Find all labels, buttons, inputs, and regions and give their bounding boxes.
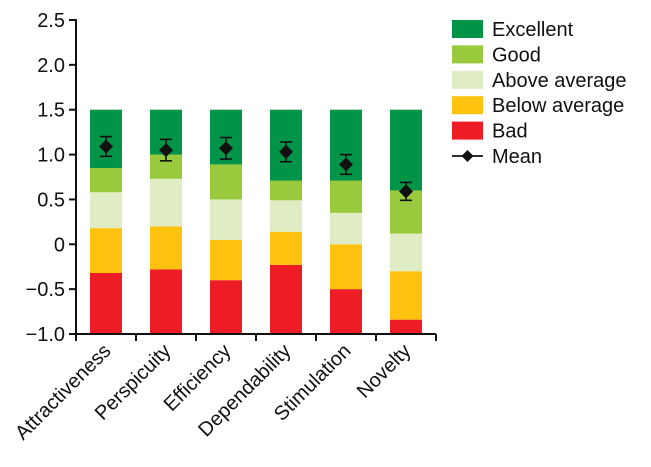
y-tick-label: 1.0 [37, 145, 65, 167]
bar-excellent-novelty [390, 109, 422, 191]
bars-layer [90, 109, 422, 334]
legend-item-mean: Mean [452, 146, 542, 168]
x-category-label: Attractiveness [11, 340, 115, 444]
y-tick-label: 1.5 [37, 100, 65, 122]
bar-below-average-dependability [270, 231, 302, 265]
bar-bad-efficiency [210, 280, 242, 334]
bar-bad-attractiveness [90, 272, 122, 334]
legend-label: Good [492, 44, 541, 66]
x-category-label: Novelty [353, 340, 416, 403]
bar-below-average-perspicuity [150, 226, 182, 270]
legend-item-good: Good [452, 44, 541, 66]
bar-above-average-efficiency [210, 199, 242, 240]
bar-good-attractiveness [90, 168, 122, 193]
legend-label: Excellent [492, 19, 574, 41]
y-tick-label: 0 [54, 234, 65, 256]
bar-below-average-stimulation [330, 244, 362, 290]
mean-markers [99, 135, 413, 202]
legend-swatch [452, 121, 483, 140]
y-tick-label: 2.5 [37, 10, 65, 32]
bar-good-dependability [270, 180, 302, 201]
x-ticks: AttractivenessPerspicuityEfficiencyDepen… [11, 334, 437, 444]
legend-label: Mean [492, 146, 542, 168]
legend-item-below-average: Below average [452, 95, 624, 117]
legend-label: Above average [492, 70, 627, 92]
legend-item-excellent: Excellent [452, 19, 574, 41]
y-tick-label: −0.5 [26, 279, 65, 301]
legend-swatch [452, 20, 483, 38]
mean-marker-attractiveness [99, 135, 113, 158]
legend-swatch [452, 70, 483, 89]
legend-swatch [452, 96, 483, 115]
mean-marker-novelty [399, 181, 413, 202]
bar-below-average-attractiveness [90, 228, 122, 273]
mean-marker-perspicuity [159, 138, 173, 162]
bar-above-average-perspicuity [150, 178, 182, 227]
bar-below-average-efficiency [210, 239, 242, 281]
mean-marker-efficiency [219, 136, 233, 160]
bar-above-average-stimulation [330, 212, 362, 245]
legend-label: Bad [492, 121, 528, 143]
bar-bad-novelty [390, 319, 422, 334]
mean-marker-stimulation [339, 153, 353, 176]
y-tick-label: −1.0 [26, 324, 65, 346]
legend-label: Below average [492, 95, 624, 117]
bar-above-average-dependability [270, 200, 302, 232]
bar-bad-dependability [270, 264, 302, 334]
bar-bad-perspicuity [150, 269, 182, 334]
bar-below-average-novelty [390, 271, 422, 320]
bar-bad-stimulation [330, 289, 362, 334]
y-ticks: 2.5 2.0 1.5 1.0 0.5 0 −0.5 −1.0 [26, 10, 76, 346]
legend: Excellent Good Above average Below average B… [452, 19, 627, 168]
axes [75, 19, 436, 335]
bar-good-efficiency [210, 164, 242, 200]
y-tick-label: 2.0 [37, 55, 65, 77]
legend-item-above-average: Above average [452, 70, 627, 92]
legend-swatch [452, 45, 483, 64]
bar-good-stimulation [330, 180, 362, 213]
bar-above-average-novelty [390, 233, 422, 272]
bar-above-average-attractiveness [90, 192, 122, 229]
legend-item-bad: Bad [452, 121, 528, 143]
y-tick-label: 0.5 [37, 189, 65, 211]
mean-marker-dependability [279, 141, 293, 163]
